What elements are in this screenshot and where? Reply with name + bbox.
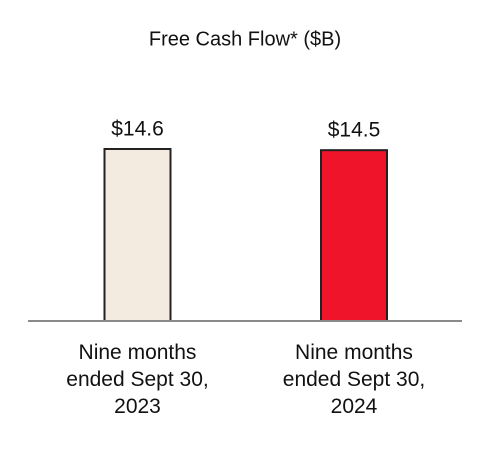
x-tick-label: Nine months ended Sept 30, 2023 — [66, 341, 209, 418]
value-label: $14.6 — [111, 118, 164, 141]
chart-title: Free Cash Flow* ($B) — [149, 28, 341, 50]
bar — [103, 148, 172, 322]
x-tick-label: Nine months ended Sept 30, 2024 — [282, 341, 426, 418]
bar — [320, 149, 388, 322]
value-label: $14.5 — [328, 119, 381, 142]
